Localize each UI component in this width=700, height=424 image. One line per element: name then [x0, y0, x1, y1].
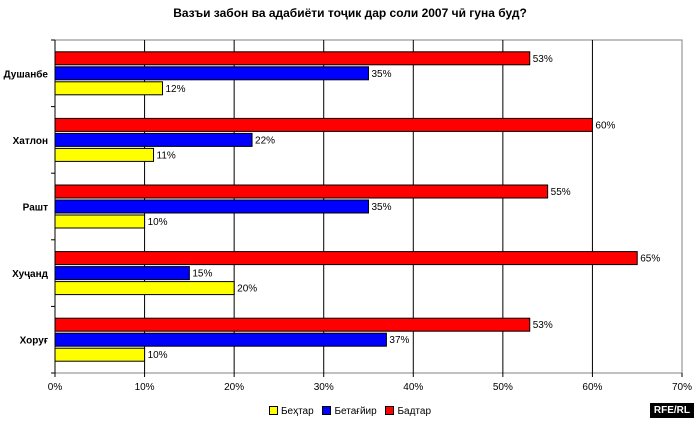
bar [54, 117, 593, 132]
bar [54, 317, 531, 332]
legend-label-unchanged: Бетағйир [334, 406, 377, 417]
data-label: 55% [551, 187, 571, 198]
data-label: 20% [237, 284, 257, 295]
data-label: 10% [148, 350, 168, 361]
category-label: Рашт [23, 203, 48, 214]
legend: Беҳтар Бетағйир Бадтар [0, 405, 700, 417]
bar [54, 347, 146, 362]
data-label: 12% [165, 84, 185, 95]
category-label: Хатлон [13, 136, 48, 147]
data-label: 35% [372, 202, 392, 213]
legend-swatch-unchanged [322, 405, 332, 415]
bar [54, 51, 531, 66]
x-tick-label: 10% [135, 382, 155, 393]
category-label: Хуҷанд [12, 269, 49, 280]
data-label: 15% [192, 269, 212, 280]
data-label: 22% [255, 135, 275, 146]
bar [54, 132, 253, 147]
bar [54, 332, 387, 347]
bar [54, 251, 638, 266]
bar [54, 81, 163, 96]
x-tick-label: 0% [48, 382, 63, 393]
data-label: 60% [595, 120, 615, 131]
legend-swatch-better [268, 405, 278, 415]
data-label: 10% [148, 217, 168, 228]
x-tick-label: 70% [672, 382, 692, 393]
legend-item-unchanged: Бетағйир [322, 405, 377, 417]
category-label: Хоруғ [20, 336, 48, 347]
bar [54, 281, 235, 296]
bar [54, 199, 369, 214]
data-label: 53% [533, 320, 553, 331]
data-label: 11% [157, 150, 176, 161]
x-tick-label: 20% [224, 382, 244, 393]
legend-swatch-worse [385, 405, 395, 415]
data-label: 53% [533, 54, 553, 65]
data-label: 65% [640, 254, 660, 265]
bar [54, 184, 549, 199]
bar [54, 147, 155, 162]
rferl-logo: RFE/RL [649, 403, 694, 418]
bar [54, 66, 369, 81]
bar [54, 266, 190, 281]
category-label: Душанбе [4, 68, 49, 80]
x-tick-label: 50% [493, 382, 513, 393]
x-tick-label: 30% [314, 382, 334, 393]
data-label: 37% [389, 335, 409, 346]
legend-label-better: Беҳтар [280, 406, 314, 417]
x-tick-label: 40% [403, 382, 423, 393]
bar [54, 214, 146, 229]
data-label: 35% [372, 69, 392, 80]
legend-label-worse: Бадтар [397, 406, 432, 417]
legend-item-worse: Бадтар [385, 405, 432, 417]
x-tick-label: 60% [582, 382, 602, 393]
chart-title: Вазъи забон ва адабиёти тоҷик дар соли 2… [173, 6, 527, 20]
legend-item-better: Беҳтар [268, 405, 314, 417]
